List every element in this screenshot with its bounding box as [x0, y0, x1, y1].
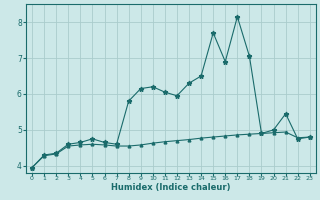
X-axis label: Humidex (Indice chaleur): Humidex (Indice chaleur): [111, 183, 231, 192]
